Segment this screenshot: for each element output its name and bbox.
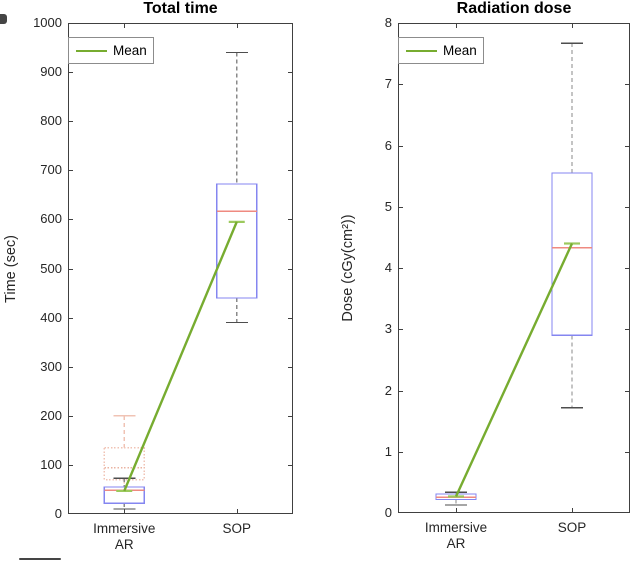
box-blue	[551, 42, 593, 409]
y-tick-label: 8	[384, 15, 392, 30]
y-axis-label-time: Time (sec)	[3, 234, 19, 303]
mean-line-icon	[76, 49, 107, 52]
mean-line-icon	[406, 49, 437, 52]
box-blue	[216, 51, 258, 324]
x-category-label: SOP	[222, 521, 252, 536]
y-tick-label: 1000	[33, 15, 62, 30]
y-tick-label: 0	[384, 505, 392, 520]
screen-artifact-top-left	[0, 14, 7, 24]
y-tick-label: 3	[384, 321, 392, 337]
screen-artifact-bottom-left	[19, 558, 61, 560]
chart-title-total-time: Total time	[143, 0, 218, 17]
y-tick-label: 900	[40, 64, 62, 80]
y-tick-label: 400	[40, 309, 62, 325]
y-tick-label: 4	[384, 260, 392, 275]
y-tick-label: 0	[54, 506, 62, 521]
y-tick-label: 800	[40, 113, 62, 129]
y-tick-label: 6	[384, 137, 392, 153]
y-tick-label: 7	[384, 76, 392, 92]
y-tick-label: 5	[384, 198, 392, 214]
chart-title-radiation-dose: Radiation dose	[456, 0, 572, 17]
y-tick-label: 2	[384, 382, 392, 398]
plot-area-total-time	[68, 23, 293, 514]
plot-area-radiation-dose	[398, 23, 630, 513]
x-category-label: SOP	[557, 520, 587, 535]
legend-label: Mean	[113, 43, 147, 58]
boxplot-canvas	[68, 23, 293, 514]
x-category-label: Immersive AR	[424, 520, 488, 551]
box-pink	[103, 415, 145, 492]
legend-label: Mean	[443, 43, 477, 58]
y-tick-label: 600	[40, 211, 62, 227]
y-tick-label: 300	[40, 358, 62, 374]
y-tick-label: 1	[384, 443, 392, 459]
y-tick-label: 500	[40, 260, 62, 276]
y-tick-label: 200	[40, 407, 62, 423]
boxplot-canvas	[398, 23, 630, 513]
legend-total-time: Mean	[68, 37, 154, 64]
y-tick-label: 100	[40, 456, 62, 472]
legend-radiation-dose: Mean	[398, 37, 484, 64]
x-category-label: Immersive AR	[93, 521, 156, 552]
y-tick-label: 700	[40, 162, 62, 178]
